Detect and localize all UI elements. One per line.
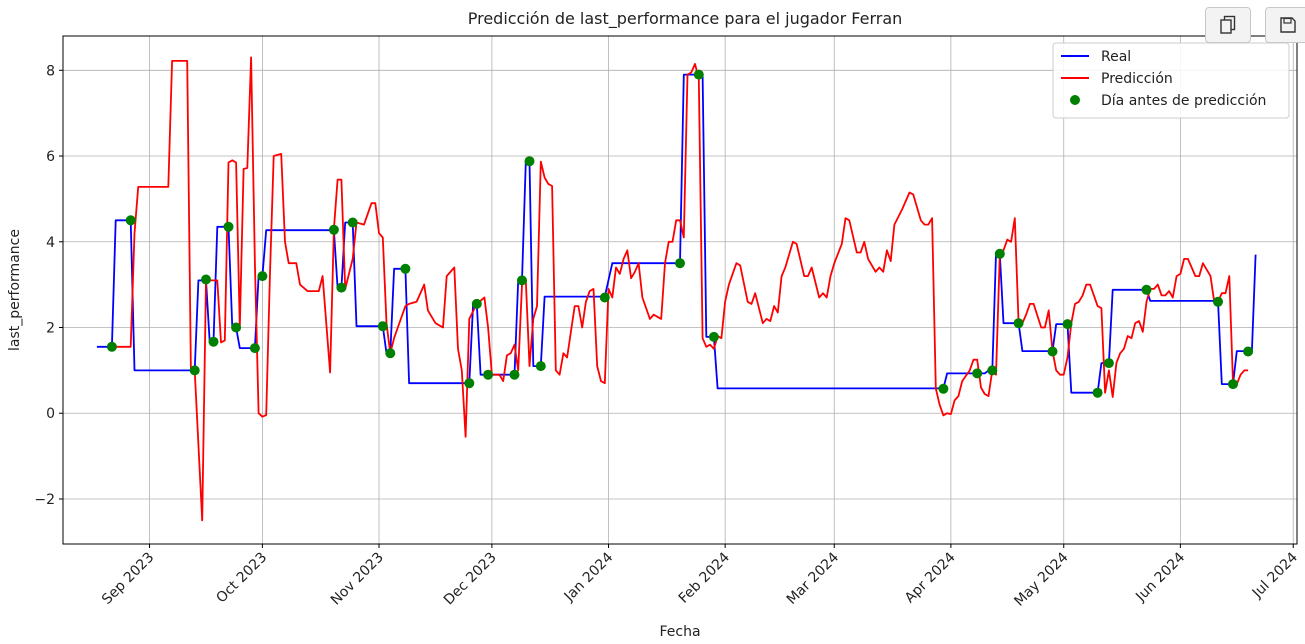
scatter-point: [1103, 358, 1114, 369]
legend-marker-swatch: [1070, 95, 1080, 105]
y-tick-label: −2: [34, 492, 55, 508]
scatter-point: [106, 341, 117, 352]
scatter-point: [1243, 346, 1254, 357]
y-tick-label: 0: [46, 406, 55, 422]
legend-box: [1052, 42, 1290, 119]
plot-frame: [62, 35, 1298, 545]
scatter-point: [483, 369, 494, 380]
x-tick-label: May 2024: [1011, 549, 1071, 609]
scatter-point: [599, 292, 610, 303]
x-tick-label: Sep 2023: [99, 550, 157, 608]
scatter-point: [231, 322, 242, 333]
y-axis: −2 0 2 4 6 8: [34, 63, 63, 508]
x-tick-label: Jun 2024: [1132, 549, 1188, 605]
scatter-point: [464, 378, 475, 389]
scatter-point: [257, 271, 268, 282]
copy-icon: [1220, 15, 1236, 34]
scatter-point: [1062, 319, 1073, 330]
scatter-point: [1047, 346, 1058, 357]
scatter-point: [1213, 296, 1223, 307]
scatter-point: [517, 275, 527, 286]
scatter-point: [1141, 284, 1152, 295]
legend: Real Predicción Día antes de predicción: [1052, 42, 1290, 119]
scatter-point: [708, 331, 719, 342]
scatter-point: [1013, 318, 1024, 329]
x-axis: Sep 2023 Oct 2023 Nov 2023 Dec 2023 Jan 2024…: [99, 544, 1301, 610]
y-tick-label: 4: [46, 235, 55, 251]
scatter-point: [693, 69, 704, 80]
x-tick-label: Apr 2024: [902, 549, 959, 606]
legend-label: Real: [1101, 49, 1131, 65]
save-button[interactable]: [1265, 7, 1305, 43]
x-axis-label: Fecha: [659, 624, 700, 640]
scatter-point: [208, 336, 219, 347]
save-icon: [1280, 17, 1296, 33]
scatter-point: [938, 383, 949, 394]
scatter-point: [189, 365, 200, 376]
x-tick-label: Jul 2024: [1249, 549, 1301, 601]
scatter-point: [336, 282, 347, 293]
y-tick-label: 6: [46, 149, 55, 165]
scatter-point: [201, 274, 211, 285]
scatter-point: [328, 224, 339, 235]
scatter-point: [994, 248, 1005, 259]
x-tick-label: Feb 2024: [676, 549, 733, 606]
scatter-point: [385, 348, 396, 359]
y-axis-label: last_performance: [7, 229, 23, 351]
y-tick-label: 8: [46, 63, 55, 79]
scatter-point: [377, 321, 388, 332]
x-tick-label: Jan 2024: [561, 549, 617, 605]
scatter-point: [535, 361, 546, 372]
scatter-point: [347, 217, 358, 228]
x-tick-label: Mar 2024: [784, 549, 842, 607]
legend-label: Predicción: [1101, 71, 1173, 87]
scatter-point: [1228, 379, 1238, 390]
scatter-point: [471, 298, 482, 309]
scatter-point: [1092, 387, 1103, 398]
scatter-point: [524, 156, 535, 167]
legend-label: Día antes de predicción: [1101, 93, 1266, 109]
plot-series: [96, 56, 1257, 522]
x-tick-label: Oct 2023: [213, 550, 270, 607]
scatter-point: [400, 263, 411, 274]
scatter-point: [223, 221, 234, 232]
scatter-point: [509, 369, 520, 380]
x-tick-label: Dec 2023: [441, 550, 500, 609]
series-line-1: [111, 56, 1249, 522]
scatter-point: [249, 343, 260, 354]
x-tick-label: Nov 2023: [328, 550, 387, 609]
chart-title: Predicción de last_performance para el j…: [468, 9, 903, 29]
scatter-point: [125, 215, 136, 226]
scatter-point: [972, 368, 983, 379]
y-tick-label: 2: [46, 321, 55, 337]
scatter-point: [987, 365, 998, 376]
scatter-point: [675, 258, 685, 269]
copy-button[interactable]: [1205, 7, 1251, 43]
